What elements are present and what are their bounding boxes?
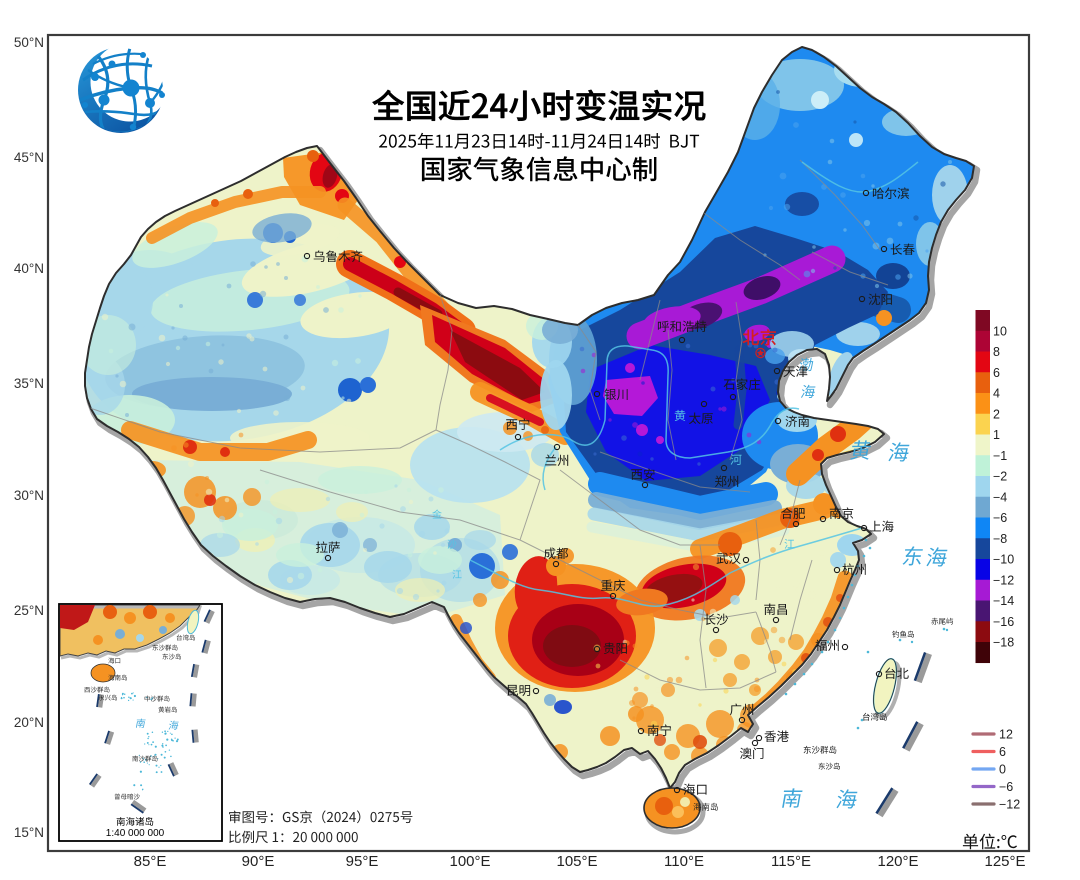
svg-text:125°E: 125°E <box>984 853 1025 870</box>
svg-text:85°E: 85°E <box>134 853 167 870</box>
svg-text:−4: −4 <box>993 490 1007 504</box>
svg-text:25°N: 25°N <box>14 603 44 618</box>
svg-text:45°N: 45°N <box>14 150 44 165</box>
svg-text:4: 4 <box>993 387 1000 401</box>
svg-text:−12: −12 <box>993 573 1014 587</box>
svg-text:12: 12 <box>999 728 1013 742</box>
svg-text:50°N: 50°N <box>14 35 44 50</box>
svg-text:100°E: 100°E <box>449 853 490 870</box>
svg-text:−1: −1 <box>993 449 1007 463</box>
svg-text:−10: −10 <box>993 553 1014 567</box>
svg-text:−14: −14 <box>993 594 1014 608</box>
svg-text:−6: −6 <box>993 511 1007 525</box>
svg-text:−6: −6 <box>999 780 1013 794</box>
svg-text:6: 6 <box>993 366 1000 380</box>
svg-text:1: 1 <box>993 428 1000 442</box>
svg-text:40°N: 40°N <box>14 261 44 276</box>
svg-text:90°E: 90°E <box>242 853 275 870</box>
svg-text:95°E: 95°E <box>346 853 379 870</box>
svg-text:10: 10 <box>993 324 1007 338</box>
svg-text:105°E: 105°E <box>556 853 597 870</box>
svg-text:1:40 000 000: 1:40 000 000 <box>106 828 165 839</box>
svg-text:6: 6 <box>999 745 1006 759</box>
svg-text:−16: −16 <box>993 615 1014 629</box>
svg-text:−8: −8 <box>993 532 1007 546</box>
svg-text:110°E: 110°E <box>664 853 704 870</box>
svg-text:0: 0 <box>999 763 1006 777</box>
svg-text:15°N: 15°N <box>14 825 44 840</box>
svg-text:−18: −18 <box>993 636 1014 650</box>
svg-text:115°E: 115°E <box>771 853 811 870</box>
svg-text:2: 2 <box>993 407 1000 421</box>
svg-text:20°N: 20°N <box>14 715 44 730</box>
svg-text:8: 8 <box>993 345 1000 359</box>
svg-text:−12: −12 <box>999 798 1020 812</box>
svg-text:30°N: 30°N <box>14 488 44 503</box>
svg-text:35°N: 35°N <box>14 376 44 391</box>
svg-text:120°E: 120°E <box>877 853 918 870</box>
svg-text:−2: −2 <box>993 470 1007 484</box>
